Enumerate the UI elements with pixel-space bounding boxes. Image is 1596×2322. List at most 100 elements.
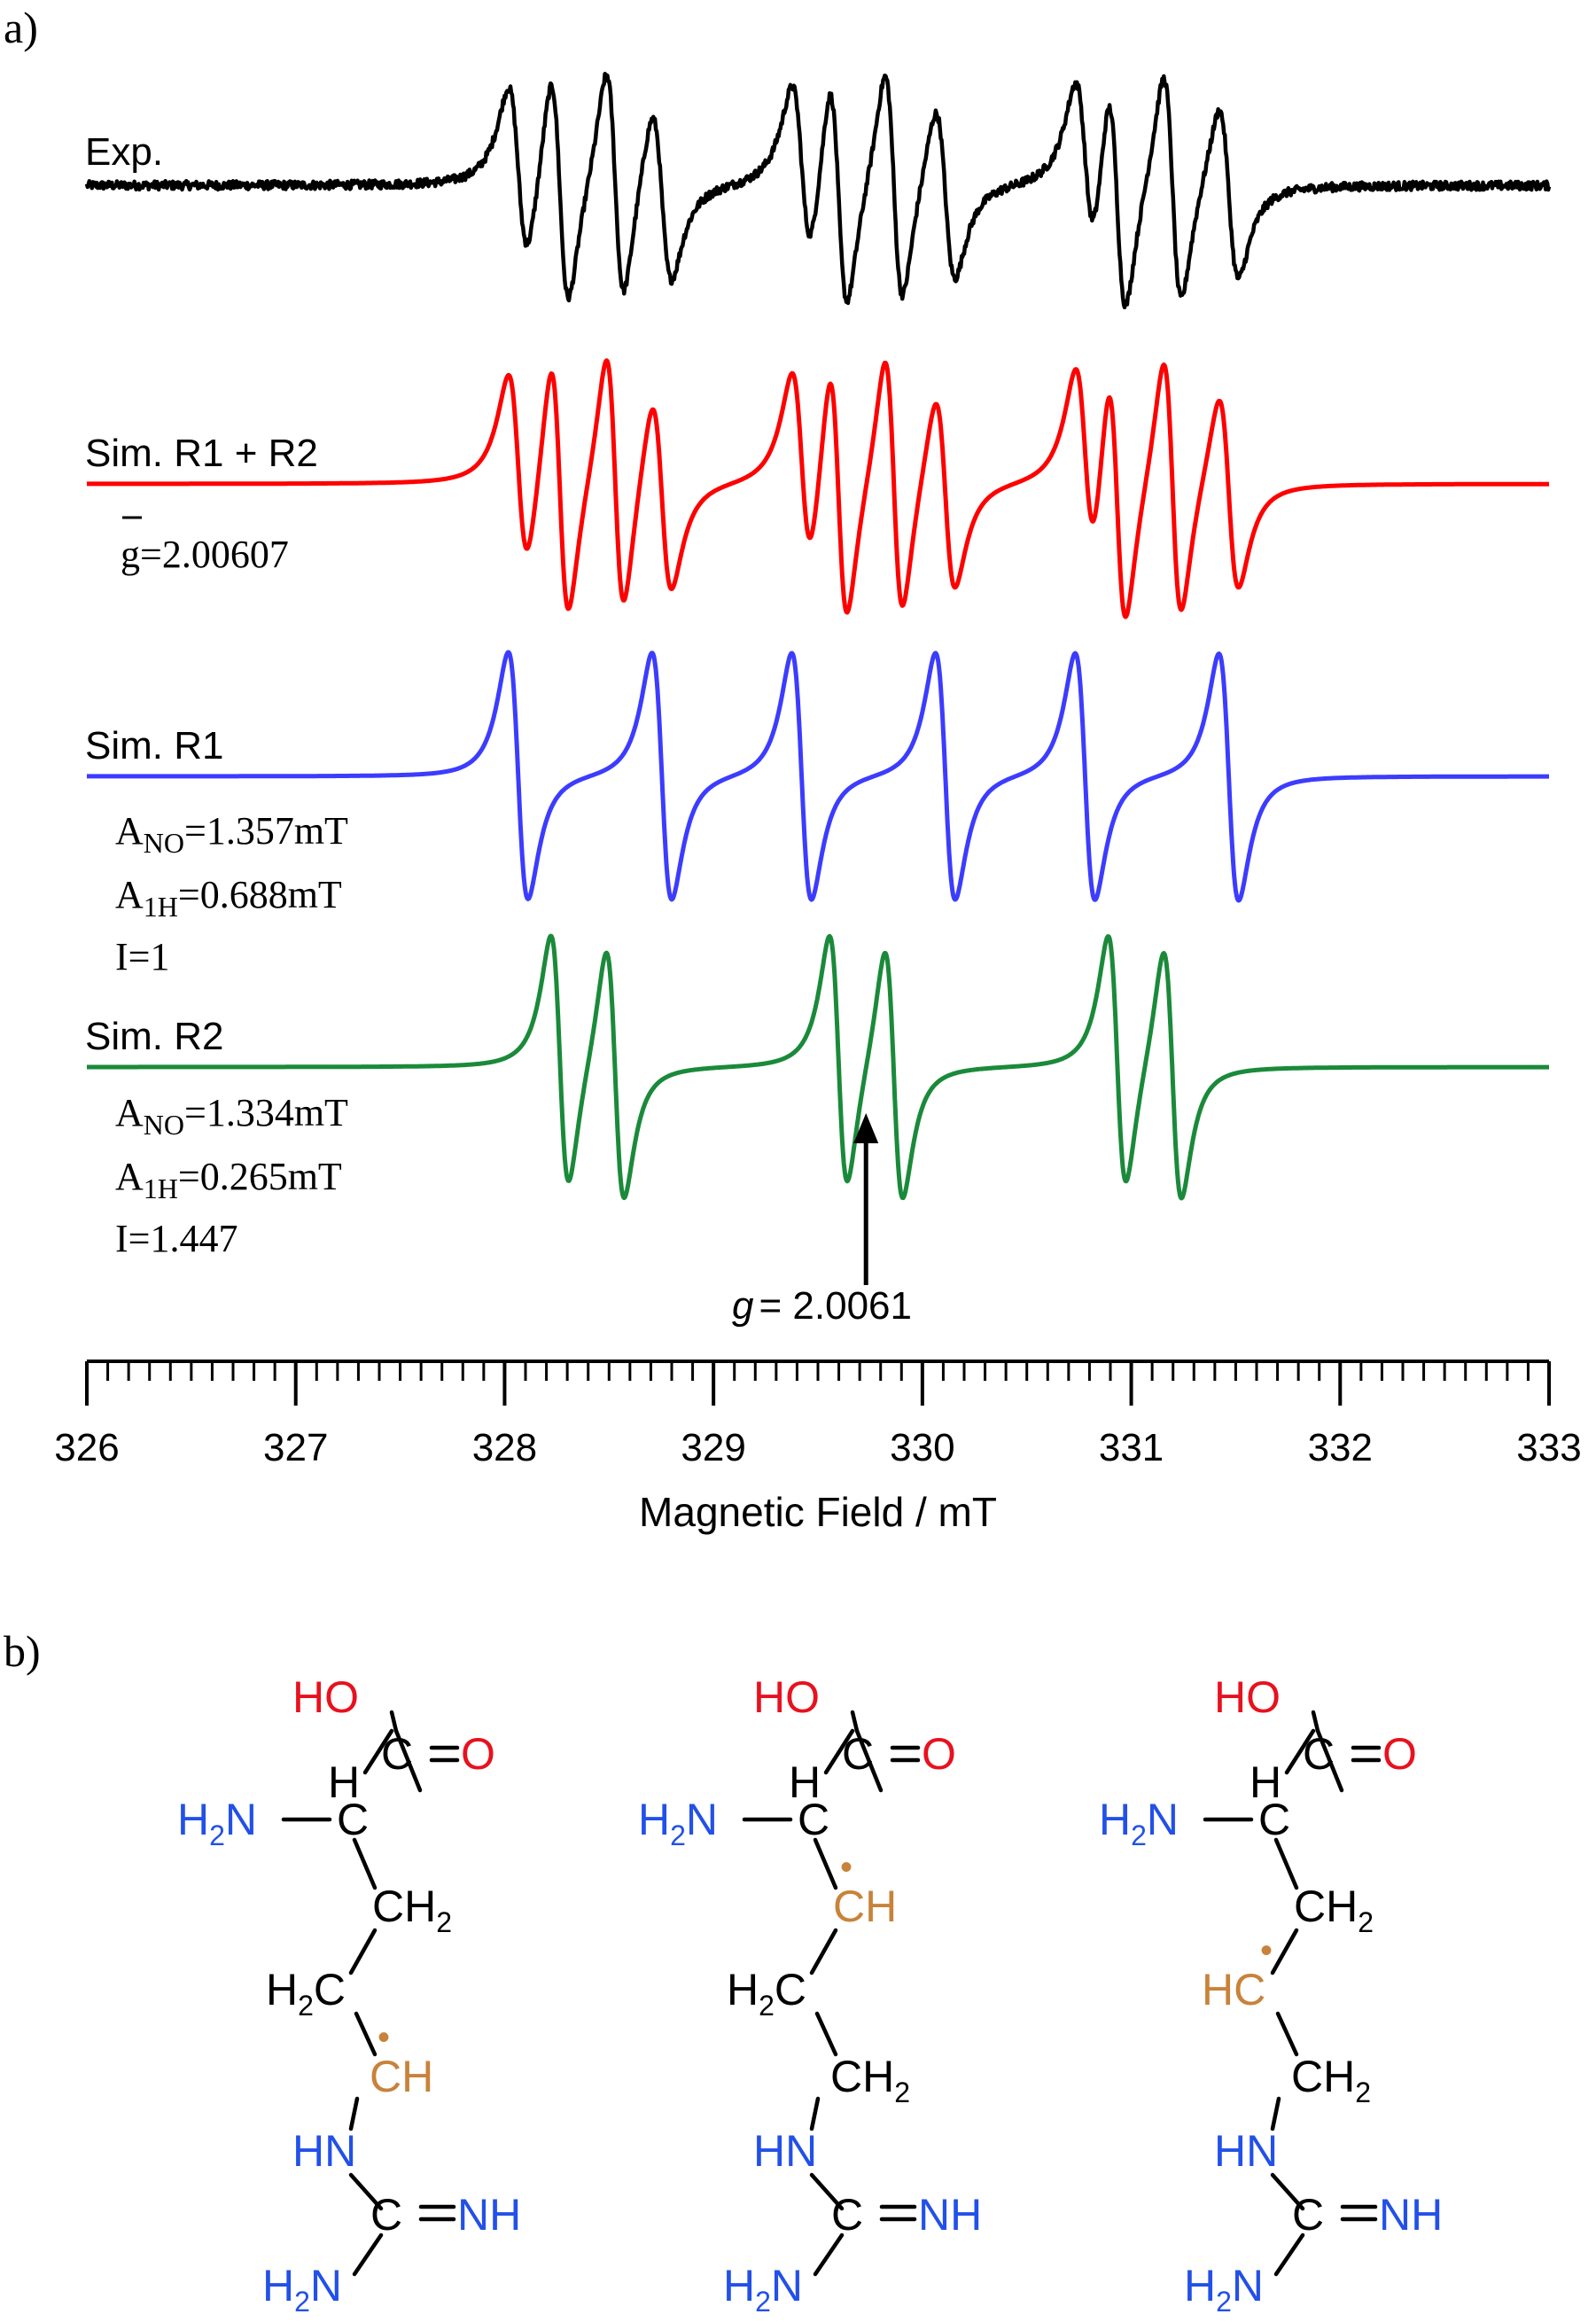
s1-amine-h: H xyxy=(177,1795,209,1844)
svg-text:A1H=0.688mT: A1H=0.688mT xyxy=(115,873,342,923)
r1-a-no-a: A xyxy=(115,809,144,853)
s3-carbonyl-o: O xyxy=(1382,1729,1417,1779)
s2-h2n-sub: 2 xyxy=(755,2286,771,2318)
s1-alpha-h: H xyxy=(328,1757,360,1807)
svg-text:g=2.00607: g=2.00607 xyxy=(121,533,289,576)
structure-1: HO O C H C H2N CH2 H2C CH • HN C NH H2N xyxy=(177,1672,521,2318)
s1-h2c-sub: 2 xyxy=(298,1990,314,2022)
spectra-group xyxy=(84,72,1552,1201)
s3-ch2-top: CH xyxy=(1294,1882,1358,1931)
s1-ch2-top-sub: 2 xyxy=(436,1906,452,1938)
s2-radical-ch: CH xyxy=(833,1882,897,1931)
svg-text:ANO=1.357mT: ANO=1.357mT xyxy=(115,809,348,859)
s1-hn: HN xyxy=(292,2126,356,2176)
label-sim-r2: Sim. R2 xyxy=(85,1015,223,1058)
s2-alpha-c: C xyxy=(798,1795,829,1844)
s2-alpha-h: H xyxy=(789,1757,821,1807)
r1-a-1h-sub: 1H xyxy=(144,891,178,923)
s1-h2n-n: N xyxy=(310,2261,342,2310)
svg-text:H2N: H2N xyxy=(1184,2261,1264,2318)
s1-hydroxyl: HO xyxy=(292,1672,359,1722)
trace-sim-r2 xyxy=(85,933,1551,1201)
svg-text:ANO=1.334mT: ANO=1.334mT xyxy=(115,1091,348,1141)
svg-text:H2N: H2N xyxy=(723,2261,803,2318)
svg-text:H2N: H2N xyxy=(262,2261,342,2318)
s2-hydroxyl: HO xyxy=(753,1672,820,1722)
panel-label-a: a) xyxy=(4,3,38,52)
label-sim-sum: Sim. R1 + R2 xyxy=(85,432,318,475)
structure-2: HO O C H C H2N CH • H2C CH2 HN C NH H2N xyxy=(638,1672,982,2318)
r2-a-no-value: =1.334mT xyxy=(184,1091,348,1134)
x-tick-label: 326 xyxy=(54,1426,119,1469)
s1-nh: NH xyxy=(457,2190,521,2240)
s3-hydroxyl: HO xyxy=(1214,1672,1281,1722)
svg-text:A1H=0.265mT: A1H=0.265mT xyxy=(115,1155,342,1204)
s1-radical-ch: CH xyxy=(370,2052,433,2101)
s1-guanidine-c: C xyxy=(370,2190,402,2240)
r1-a-1h-value: =0.688mT xyxy=(178,873,342,916)
r1-a-no-sub: NO xyxy=(144,827,184,859)
s1-h2n-sub: 2 xyxy=(294,2286,310,2318)
g-annotation: g = 2.0061 xyxy=(732,1113,912,1328)
s3-carbonyl-c: C xyxy=(1303,1729,1335,1779)
g-average-label: g=2.00607 xyxy=(121,516,289,576)
svg-text:g= 2.0061: g = 2.0061 xyxy=(732,1284,912,1328)
panel-label-b: b) xyxy=(4,1626,41,1676)
r2-parameters: ANO=1.334mT A1H=0.265mT I=1.447 xyxy=(115,1091,348,1260)
s1-amine-sub: 2 xyxy=(209,1819,225,1851)
r1-a-no-value: =1.357mT xyxy=(184,809,348,853)
s2-carbonyl-c: C xyxy=(842,1729,874,1779)
s3-ch2-top-sub: 2 xyxy=(1358,1906,1374,1938)
x-axis: 326 327 328 329 330 331 332 333 xyxy=(54,1360,1582,1469)
s3-hn: HN xyxy=(1214,2126,1278,2176)
r1-a-1h-a: A xyxy=(115,873,144,916)
s2-hn: HN xyxy=(753,2126,817,2176)
trace-sim-r1 xyxy=(85,650,1551,903)
s2-amine-h: H xyxy=(638,1795,670,1844)
x-tick-label: 333 xyxy=(1516,1426,1581,1469)
s3-amine-sub: 2 xyxy=(1131,1819,1147,1851)
x-tick-label: 332 xyxy=(1308,1426,1373,1469)
s2-h2c-h: H xyxy=(727,1965,759,2014)
s3-alpha-h: H xyxy=(1250,1757,1281,1807)
s2-radical-dot: • xyxy=(840,1848,852,1887)
s2-nh: NH xyxy=(918,2190,982,2240)
s1-alpha-c: C xyxy=(337,1795,369,1844)
svg-text:H2N: H2N xyxy=(177,1795,257,1851)
s1-h2n-h: H xyxy=(262,2261,294,2310)
x-tick-label: 330 xyxy=(890,1426,954,1469)
s3-amine-h: H xyxy=(1099,1795,1131,1844)
label-exp: Exp. xyxy=(85,130,163,174)
x-tick-label: 328 xyxy=(472,1426,537,1469)
s1-h2c-c: C xyxy=(314,1965,346,2014)
s3-h2n-sub: 2 xyxy=(1216,2286,1232,2318)
s2-amine-sub: 2 xyxy=(670,1819,686,1851)
trace-exp xyxy=(84,72,1552,310)
svg-text:H2N: H2N xyxy=(1099,1795,1179,1851)
s1-radical-dot: • xyxy=(378,2018,390,2057)
svg-text:CH2: CH2 xyxy=(830,2052,910,2108)
svg-text:CH2: CH2 xyxy=(372,1882,452,1938)
s2-ch2-bottom: CH xyxy=(830,2052,894,2101)
s2-h2n-h: H xyxy=(723,2261,755,2310)
s3-nh: NH xyxy=(1379,2190,1443,2240)
g-bar-symbol: g xyxy=(121,533,140,576)
s1-carbonyl-o: O xyxy=(461,1729,495,1779)
s3-ch2-bottom-sub: 2 xyxy=(1355,2077,1371,2108)
g-annotation-symbol: g xyxy=(732,1284,754,1328)
s3-radical-dot: • xyxy=(1260,1931,1273,1970)
g-annotation-value: = 2.0061 xyxy=(759,1284,912,1328)
r1-parameters: ANO=1.357mT A1H=0.688mT I=1 xyxy=(115,809,348,978)
x-axis-title: Magnetic Field / mT xyxy=(639,1489,997,1535)
s2-amine-n: N xyxy=(686,1795,718,1844)
x-tick-label: 329 xyxy=(681,1426,745,1469)
r2-a-1h-sub: 1H xyxy=(144,1173,178,1204)
s2-h2n-n: N xyxy=(771,2261,803,2310)
s2-h2c-sub: 2 xyxy=(759,1990,775,2022)
s3-ch2-bottom: CH xyxy=(1291,2052,1355,2101)
s2-ch2-bottom-sub: 2 xyxy=(894,2077,910,2108)
r1-intensity: I=1 xyxy=(115,935,169,978)
x-tick-label: 327 xyxy=(263,1426,328,1469)
svg-text:H2C: H2C xyxy=(727,1965,806,2022)
